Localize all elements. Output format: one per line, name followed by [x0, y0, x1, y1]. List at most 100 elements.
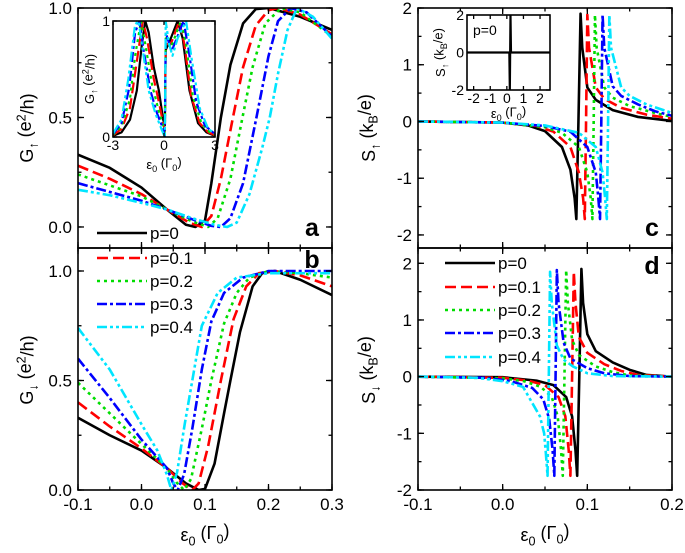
label-part: S — [359, 150, 379, 162]
series-line-p=0.2 — [418, 268, 672, 478]
x-tick-label: 0.1 — [193, 495, 217, 514]
x-tick-label: 0.3 — [320, 495, 344, 514]
panel-letter-c: c — [645, 214, 659, 242]
legend-left: p=0 p=0.1 p=0.2 p=0.3 p=0.4 — [97, 224, 193, 337]
series-line-p=0.3 — [78, 269, 332, 490]
label-part: B — [367, 357, 381, 365]
label-part: 0 — [556, 533, 563, 547]
label-part: B — [367, 115, 381, 123]
label-part: ε — [146, 157, 152, 172]
label-part: (k — [432, 49, 447, 64]
label-part: /h) — [18, 93, 38, 114]
label-part: /e) — [430, 28, 445, 43]
inset-x-label: ε0 (Γ0) — [491, 103, 526, 123]
series-line-p=0.4 — [78, 271, 332, 490]
series-line-p=0.4 — [78, 8, 332, 229]
y-tick-label: 2 — [456, 7, 464, 23]
label-part: 0 — [529, 534, 536, 548]
y-tick-label: -1 — [397, 424, 412, 443]
legend-item: p=0.4 — [97, 318, 193, 337]
label-part: 0 — [497, 113, 502, 123]
label-part: (e — [81, 74, 96, 89]
legend-item: p=0.1 — [97, 249, 193, 268]
label-part: 2 — [14, 114, 28, 121]
label-part: 0 — [172, 163, 177, 173]
x-tick-label: 3 — [211, 137, 219, 153]
panel-letter-b: b — [304, 246, 319, 274]
label-part: ) — [563, 521, 569, 541]
y-tick-label: -1 — [397, 169, 412, 188]
panel-letter-a: a — [305, 214, 320, 242]
label-part: 2 — [14, 356, 28, 363]
label-part: G — [17, 391, 37, 405]
legend-label: p=0.3 — [150, 295, 193, 314]
x-tick-label: -3 — [107, 137, 120, 153]
series-line-p=0.1 — [418, 270, 672, 478]
y-tick-label: -2 — [452, 82, 465, 98]
series-line-p=0.4 — [418, 13, 672, 221]
y-tick-label: 0 — [403, 112, 412, 131]
y-tick-label: 2 — [403, 254, 412, 273]
y-axis-label-a: G↑ (e2/h) — [14, 93, 40, 162]
label-part: (Γ — [157, 156, 172, 171]
x-tick-label: 0 — [503, 90, 511, 106]
y-tick-label: 0.5 — [48, 371, 72, 390]
legend-label: p=0 — [498, 254, 527, 273]
label-part: /h) — [18, 335, 38, 356]
y-tick-label: 0.0 — [48, 481, 72, 500]
label-part: ε — [491, 106, 497, 121]
x-tick-label: 2 — [536, 90, 544, 106]
y-tick-label: 2 — [403, 0, 412, 18]
y-axis-label-c: S↑ (kB/e) — [355, 94, 382, 162]
legend-item: p=0.1 — [445, 278, 541, 297]
legend-item: p=0 — [445, 254, 527, 273]
series-line-p=0.3 — [418, 268, 672, 478]
legend-item: p=0.3 — [445, 324, 541, 343]
label-part: ↓ — [26, 384, 40, 390]
series-line-p=0.2 — [78, 269, 332, 490]
label-part: S — [359, 392, 379, 404]
label-part: G — [82, 94, 97, 104]
x-tick-label: -2 — [467, 90, 480, 106]
x-tick-label: 0 — [160, 137, 168, 153]
label-part: 0 — [189, 534, 196, 548]
legend-label: p=0.1 — [150, 249, 193, 268]
legend-item: p=0.3 — [97, 295, 193, 314]
x-tick-label: -1 — [484, 90, 497, 106]
x-tick-label: 0.2 — [257, 495, 281, 514]
label-part: ↑ — [89, 89, 99, 94]
x-tick-label: 0.0 — [491, 495, 515, 514]
inset-y-label: S↑ (kB/e) — [430, 28, 450, 77]
label-part: ↓ — [368, 386, 382, 392]
label-part: ) — [223, 521, 229, 541]
y-tick-label: 1.0 — [48, 0, 72, 18]
legend-right: p=0 p=0.1 p=0.2 p=0.3 p=0.4 — [445, 254, 541, 367]
legend-label: p=0.2 — [150, 272, 193, 291]
label-part: /e) — [355, 94, 375, 115]
label-part: S — [433, 68, 448, 77]
series-group — [418, 267, 672, 478]
label-part: ↑ — [440, 64, 450, 69]
legend-label: p=0.4 — [498, 348, 541, 367]
series-group — [113, 21, 215, 137]
y-tick-label: 0.5 — [48, 108, 72, 127]
y-tick-label: 0 — [102, 129, 110, 145]
x-tick-label: -0.1 — [403, 495, 432, 514]
label-part: G — [17, 149, 37, 163]
y-axis-label-b: G↓ (e2/h) — [14, 335, 40, 404]
series-line-p=0.3 — [113, 21, 215, 137]
label-part: 0 — [216, 533, 223, 547]
label-part: (Γ — [196, 523, 217, 543]
panel-b: -0.1 0.0 0.1 0.2 0.30.00.51.0 — [48, 247, 344, 514]
inset-y-label: G↑ (e2/h) — [81, 54, 100, 104]
y-tick-label: 1 — [102, 13, 110, 29]
legend-label: p=0.1 — [498, 278, 541, 297]
legend-label: p=0.2 — [498, 301, 541, 320]
label-part: 0 — [152, 164, 157, 174]
series-line-p=0 — [467, 15, 550, 90]
x-axis-label-right: ε0 (Γ0) — [521, 521, 570, 548]
inset-annotation: p=0 — [473, 22, 497, 38]
